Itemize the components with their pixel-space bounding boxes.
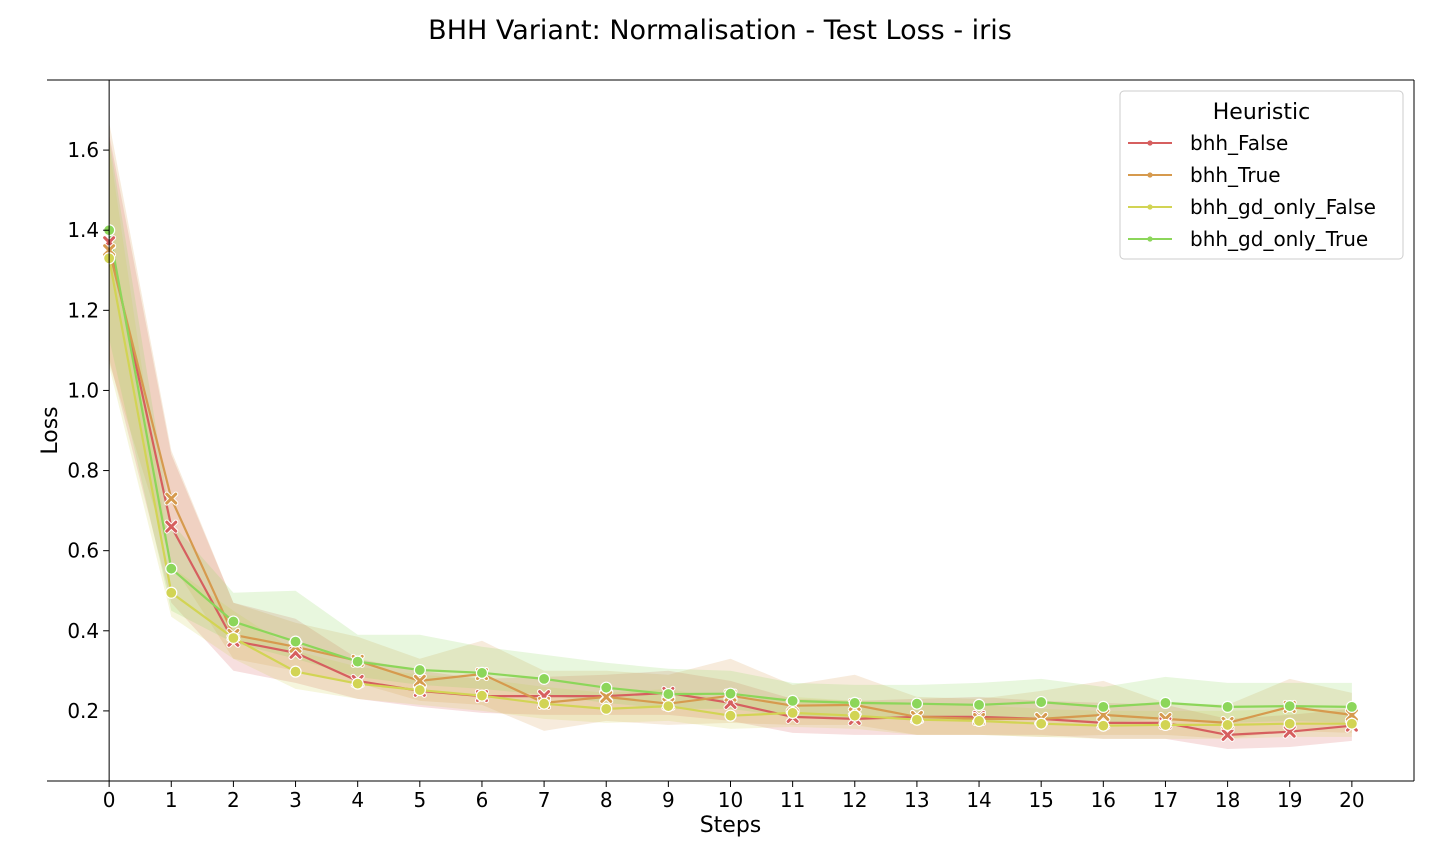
- marker-bhh_gd_only_False: [848, 709, 861, 722]
- legend-marker-bhh_gd_only_False: [1147, 204, 1153, 210]
- legend-label-bhh_gd_only_False: bhh_gd_only_False: [1190, 195, 1376, 219]
- marker-bhh_gd_only_False: [351, 677, 364, 690]
- marker-bhh_gd_only_True: [475, 666, 489, 679]
- marker-bhh_gd_only_False: [1221, 718, 1234, 732]
- marker-bhh_gd_only_False: [600, 702, 613, 715]
- x-tick-label: 17: [1153, 788, 1178, 812]
- x-tick-label: 20: [1339, 788, 1364, 812]
- marker-bhh_True: [165, 492, 178, 505]
- marker-bhh_gd_only_True: [600, 681, 613, 694]
- legend-label-bhh_False: bhh_False: [1190, 131, 1288, 155]
- marker-bhh_gd_only_False: [662, 699, 675, 713]
- marker-bhh_gd_only_False: [786, 706, 799, 720]
- x-tick-label: 11: [780, 788, 805, 812]
- y-axis-title: Loss: [38, 406, 63, 454]
- marker-bhh_gd_only_False: [1159, 718, 1172, 732]
- marker-bhh_gd_only_False: [972, 714, 986, 728]
- marker-bhh_gd_only_True: [537, 672, 551, 685]
- marker-bhh_gd_only_True: [848, 696, 861, 709]
- x-tick-label: 15: [1028, 788, 1053, 812]
- y-tick-label: 0.6: [67, 539, 99, 563]
- legend-marker-bhh_False: [1147, 140, 1153, 146]
- x-tick-label: 4: [351, 788, 364, 812]
- legend-label-bhh_gd_only_True: bhh_gd_only_True: [1190, 227, 1368, 251]
- marker-bhh_gd_only_False: [1035, 717, 1048, 730]
- x-tick-label: 18: [1215, 788, 1240, 812]
- x-tick-label: 16: [1091, 788, 1116, 812]
- marker-bhh_gd_only_True: [413, 663, 426, 677]
- axis-ticks: 0 1 2 3 4 5 6 7 8 9 10 11 12 13 14 15 16 17 18 19 200.20.40.…: [67, 138, 1364, 812]
- x-tick-label: 14: [966, 788, 991, 812]
- y-tick-label: 0.4: [67, 619, 99, 643]
- x-tick-label: 6: [476, 788, 489, 812]
- legend: Heuristic bhh_False bhh_True bhh_gd_only_Fa…: [1119, 90, 1404, 260]
- marker-bhh_gd_only_False: [1345, 717, 1358, 730]
- marker-bhh_gd_only_False: [227, 631, 240, 645]
- legend-marker-bhh_True: [1147, 172, 1153, 178]
- y-tick-label: 0.8: [67, 459, 99, 483]
- marker-bhh_gd_only_False: [413, 683, 426, 697]
- marker-bhh_gd_only_True: [1035, 695, 1048, 709]
- marker-bhh_gd_only_True: [724, 687, 737, 700]
- legend-marker-bhh_gd_only_True: [1147, 236, 1153, 242]
- marker-bhh_gd_only_False: [1097, 719, 1110, 732]
- marker-bhh_gd_only_False: [289, 665, 302, 678]
- x-tick-label: 3: [289, 788, 302, 812]
- series-markers: [102, 224, 1359, 742]
- x-axis-title: Steps: [700, 813, 762, 838]
- y-tick-label: 1.4: [67, 218, 99, 242]
- legend-label-bhh_True: bhh_True: [1190, 163, 1281, 187]
- legend-title: Heuristic: [1213, 100, 1310, 125]
- marker-bhh_gd_only_False: [1283, 717, 1296, 730]
- x-tick-label: 2: [227, 788, 240, 812]
- marker-bhh_gd_only_True: [289, 635, 302, 648]
- marker-bhh_gd_only_True: [662, 687, 675, 701]
- marker-bhh_gd_only_True: [910, 697, 924, 710]
- marker-bhh_False: [165, 520, 178, 533]
- x-tick-label: 7: [538, 788, 551, 812]
- x-tick-label: 9: [662, 788, 675, 812]
- x-tick-label: 1: [165, 788, 178, 812]
- marker-bhh_gd_only_True: [227, 615, 240, 628]
- x-tick-label: 12: [842, 788, 867, 812]
- legend-box: [1119, 90, 1404, 260]
- marker-bhh_gd_only_True: [1159, 696, 1172, 709]
- marker-bhh_gd_only_True: [786, 694, 799, 707]
- y-tick-label: 1.6: [67, 138, 99, 162]
- marker-bhh_gd_only_True: [351, 655, 364, 668]
- marker-bhh_False: [1221, 728, 1234, 741]
- x-tick-label: 13: [904, 788, 929, 812]
- marker-bhh_gd_only_True: [1097, 700, 1110, 713]
- marker-bhh_gd_only_False: [724, 709, 737, 722]
- marker-bhh_gd_only_True: [165, 562, 178, 575]
- x-tick-label: 19: [1277, 788, 1302, 812]
- marker-bhh_gd_only_False: [910, 713, 924, 726]
- marker-bhh_gd_only_False: [537, 697, 551, 710]
- marker-bhh_True: [600, 690, 613, 703]
- x-tick-label: 0: [103, 788, 116, 812]
- marker-bhh_True: [413, 674, 426, 687]
- x-tick-label: 8: [600, 788, 613, 812]
- y-tick-label: 1.0: [67, 378, 99, 402]
- marker-bhh_gd_only_True: [1283, 699, 1296, 713]
- marker-bhh_gd_only_False: [165, 586, 178, 599]
- marker-bhh_gd_only_True: [972, 698, 986, 711]
- x-tick-label: 10: [718, 788, 743, 812]
- y-tick-label: 1.2: [67, 298, 99, 322]
- chart-title: BHH Variant: Normalisation - Test Loss -…: [428, 15, 1012, 46]
- y-tick-label: 0.2: [67, 699, 99, 723]
- marker-bhh_gd_only_False: [475, 689, 489, 702]
- marker-bhh_gd_only_True: [1345, 700, 1358, 713]
- x-tick-label: 5: [413, 788, 426, 812]
- marker-bhh_gd_only_True: [1221, 700, 1234, 713]
